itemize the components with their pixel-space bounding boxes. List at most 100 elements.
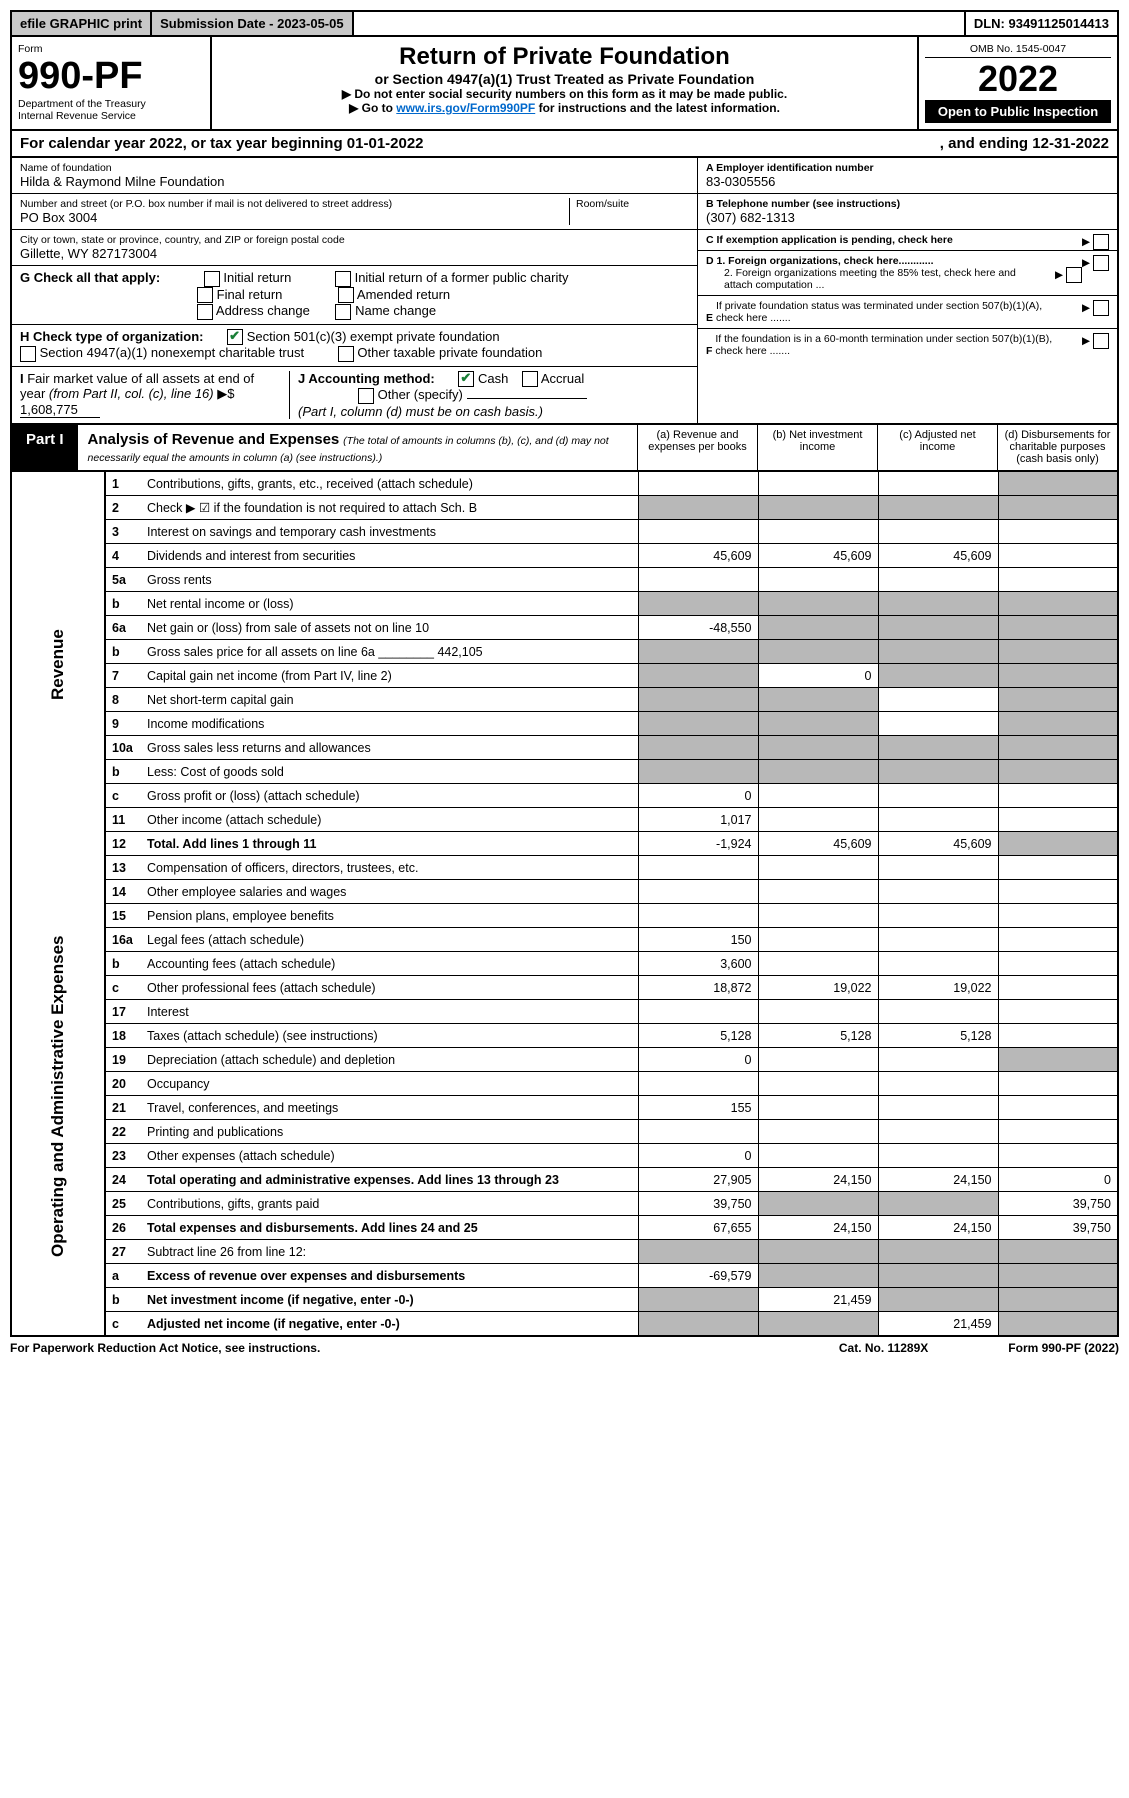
line-no: c bbox=[105, 1312, 141, 1336]
line-no: c bbox=[105, 976, 141, 1000]
line-desc: Other professional fees (attach schedule… bbox=[141, 976, 638, 1000]
chk-initial-former[interactable] bbox=[335, 271, 351, 287]
cell-d bbox=[998, 1312, 1118, 1336]
chk-amended[interactable] bbox=[338, 287, 354, 303]
col-a-hdr: (a) Revenue and expenses per books bbox=[637, 425, 757, 470]
line-no: 8 bbox=[105, 688, 141, 712]
cell-c bbox=[878, 904, 998, 928]
line-no: 13 bbox=[105, 856, 141, 880]
entity-info: Name of foundation Hilda & Raymond Milne… bbox=[10, 158, 1119, 425]
cell-a: 45,609 bbox=[638, 544, 758, 568]
cell-d bbox=[998, 1048, 1118, 1072]
cell-a: -69,579 bbox=[638, 1264, 758, 1288]
cell-c: 21,459 bbox=[878, 1312, 998, 1336]
cell-a: 3,600 bbox=[638, 952, 758, 976]
chk-other-taxable[interactable] bbox=[338, 346, 354, 362]
line-desc: Total expenses and disbursements. Add li… bbox=[141, 1216, 638, 1240]
cell-a bbox=[638, 1240, 758, 1264]
side-label-exp: Operating and Administrative Expenses bbox=[11, 856, 105, 1336]
chk-address-change[interactable] bbox=[197, 304, 213, 320]
j-other: Other (specify) bbox=[378, 387, 463, 402]
cell-b: 45,609 bbox=[758, 544, 878, 568]
form-header: Form 990-PF Department of the Treasury I… bbox=[10, 37, 1119, 131]
line-no: 24 bbox=[105, 1168, 141, 1192]
line-no: b bbox=[105, 640, 141, 664]
cell-c bbox=[878, 1288, 998, 1312]
chk-accrual[interactable] bbox=[522, 371, 538, 387]
line-desc: Adjusted net income (if negative, enter … bbox=[141, 1312, 638, 1336]
cell-b bbox=[758, 688, 878, 712]
cell-b: 0 bbox=[758, 664, 878, 688]
line-desc: Gross sales price for all assets on line… bbox=[141, 640, 638, 664]
cell-c bbox=[878, 1120, 998, 1144]
cell-b bbox=[758, 1240, 878, 1264]
cell-b: 21,459 bbox=[758, 1288, 878, 1312]
chk-other-method[interactable] bbox=[358, 388, 374, 404]
line-desc: Net gain or (loss) from sale of assets n… bbox=[141, 616, 638, 640]
cell-c bbox=[878, 640, 998, 664]
cell-c: 24,150 bbox=[878, 1216, 998, 1240]
c-label: C If exemption application is pending, c… bbox=[706, 234, 953, 246]
cell-a: 27,905 bbox=[638, 1168, 758, 1192]
chk-exemption-pending[interactable] bbox=[1093, 234, 1109, 250]
cell-d bbox=[998, 664, 1118, 688]
cell-d bbox=[998, 544, 1118, 568]
cell-b: 45,609 bbox=[758, 832, 878, 856]
line-desc: Travel, conferences, and meetings bbox=[141, 1096, 638, 1120]
chk-final-return[interactable] bbox=[197, 287, 213, 303]
cell-d bbox=[998, 520, 1118, 544]
cell-a bbox=[638, 1072, 758, 1096]
cell-c bbox=[878, 1072, 998, 1096]
chk-60month[interactable] bbox=[1093, 333, 1109, 349]
phone-label: B Telephone number (see instructions) bbox=[706, 198, 1109, 210]
d1-label: D 1. Foreign organizations, check here..… bbox=[706, 255, 934, 267]
instr-goto-prefix: ▶ Go to bbox=[349, 101, 396, 115]
cell-c bbox=[878, 808, 998, 832]
line-desc: Income modifications bbox=[141, 712, 638, 736]
cell-c: 45,609 bbox=[878, 544, 998, 568]
instructions-link[interactable]: www.irs.gov/Form990PF bbox=[396, 101, 535, 115]
cell-b: 24,150 bbox=[758, 1216, 878, 1240]
cell-d bbox=[998, 712, 1118, 736]
cell-a: -1,924 bbox=[638, 832, 758, 856]
cell-b bbox=[758, 1192, 878, 1216]
line-no: b bbox=[105, 1288, 141, 1312]
cell-d bbox=[998, 1288, 1118, 1312]
chk-4947[interactable] bbox=[20, 346, 36, 362]
chk-terminated[interactable] bbox=[1093, 300, 1109, 316]
line-no: 23 bbox=[105, 1144, 141, 1168]
chk-cash[interactable] bbox=[458, 371, 474, 387]
cell-a bbox=[638, 496, 758, 520]
cell-d: 39,750 bbox=[998, 1216, 1118, 1240]
cell-a bbox=[638, 664, 758, 688]
chk-501c3[interactable] bbox=[227, 329, 243, 345]
cell-c: 45,609 bbox=[878, 832, 998, 856]
line-no: 21 bbox=[105, 1096, 141, 1120]
cell-c bbox=[878, 1240, 998, 1264]
cell-b bbox=[758, 1072, 878, 1096]
col-c-hdr: (c) Adjusted net income bbox=[877, 425, 997, 470]
j-accrual: Accrual bbox=[541, 371, 584, 386]
chk-foreign-org[interactable] bbox=[1093, 255, 1109, 271]
line-no: 2 bbox=[105, 496, 141, 520]
cell-b bbox=[758, 1144, 878, 1168]
line-desc: Contributions, gifts, grants paid bbox=[141, 1192, 638, 1216]
opt-final: Final return bbox=[217, 287, 283, 302]
line-no: 9 bbox=[105, 712, 141, 736]
cell-d bbox=[998, 1024, 1118, 1048]
city-state-zip: Gillette, WY 827173004 bbox=[20, 246, 689, 261]
line-desc: Depreciation (attach schedule) and deple… bbox=[141, 1048, 638, 1072]
chk-name-change[interactable] bbox=[335, 304, 351, 320]
line-no: 11 bbox=[105, 808, 141, 832]
cell-a: 150 bbox=[638, 928, 758, 952]
cell-c bbox=[878, 1192, 998, 1216]
chk-85pct[interactable] bbox=[1066, 267, 1082, 283]
chk-initial-return[interactable] bbox=[204, 271, 220, 287]
cell-b bbox=[758, 928, 878, 952]
cell-a bbox=[638, 1000, 758, 1024]
cell-a: 0 bbox=[638, 1144, 758, 1168]
cell-b bbox=[758, 736, 878, 760]
line-desc: Occupancy bbox=[141, 1072, 638, 1096]
line-no: c bbox=[105, 784, 141, 808]
cell-b bbox=[758, 856, 878, 880]
